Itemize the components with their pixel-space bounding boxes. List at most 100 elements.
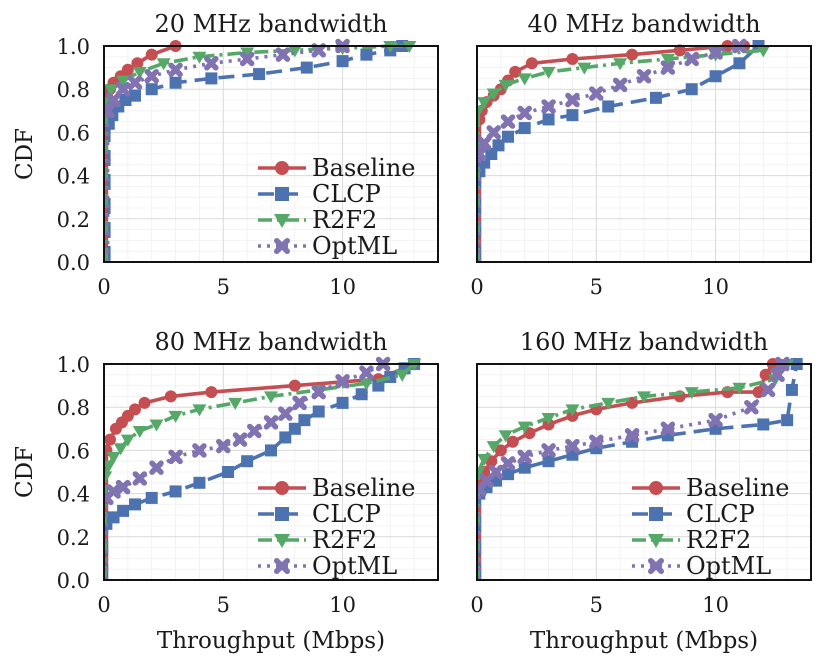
data-point-optml (477, 146, 487, 162)
data-point-r2f2 (498, 79, 513, 92)
data-point-clcp (117, 504, 130, 517)
data-point-r2f2 (477, 105, 486, 118)
series-line-baseline (477, 363, 775, 580)
data-point-baseline (288, 379, 301, 392)
x-tick-label: 0 (97, 593, 110, 617)
legend-marker (648, 558, 664, 574)
data-point-r2f2 (756, 45, 771, 58)
legend-label: OptML (312, 552, 397, 580)
data-point-optml (275, 47, 291, 62)
data-point-clcp (685, 83, 698, 96)
axes-frame (103, 45, 439, 263)
data-point-r2f2 (240, 47, 255, 60)
data-point-r2f2 (565, 404, 580, 417)
data-point-baseline (121, 63, 134, 76)
data-point-r2f2 (684, 387, 699, 400)
data-point-optml (311, 43, 326, 58)
data-point-r2f2 (104, 84, 119, 97)
legend-marker (274, 558, 290, 574)
data-point-r2f2 (149, 419, 164, 432)
data-point-r2f2 (541, 413, 556, 425)
data-point-optml (144, 68, 159, 84)
data-point-optml (204, 56, 219, 71)
data-point-baseline (494, 444, 507, 457)
data-point-optml (247, 423, 262, 439)
data-point-clcp (300, 61, 313, 74)
data-point-r2f2 (477, 97, 492, 110)
data-point-optml (684, 51, 699, 67)
data-point-clcp (355, 388, 368, 401)
data-point-optml (278, 406, 293, 421)
panel-title: 160 MHz bandwidth (520, 328, 768, 356)
data-point-baseline (626, 48, 639, 61)
data-point-r2f2 (660, 53, 675, 66)
data-point-clcp (709, 70, 722, 83)
x-tick-label: 10 (329, 275, 356, 299)
data-point-optml (612, 77, 628, 93)
data-point-optml (500, 114, 516, 129)
data-point-clcp (298, 414, 311, 427)
panel-title: 20 MHz bandwidth (154, 10, 387, 38)
data-point-clcp (542, 455, 555, 468)
data-point-optml (106, 484, 121, 499)
data-point-r2f2 (477, 467, 486, 479)
legend-label: Baseline (312, 154, 415, 182)
data-point-r2f2 (498, 430, 513, 443)
data-point-clcp (119, 94, 132, 106)
data-point-clcp (502, 130, 515, 143)
data-point-baseline (525, 57, 538, 70)
y-axis-label-top: CDF (12, 128, 38, 180)
legend-label: CLCP (312, 500, 381, 528)
legend-marker (274, 238, 290, 254)
data-point-baseline (164, 390, 177, 403)
legend-label: R2F2 (686, 526, 751, 554)
data-point-r2f2 (116, 75, 131, 88)
data-point-clcp (288, 422, 301, 435)
series-group (477, 38, 771, 262)
data-point-r2f2 (637, 391, 651, 404)
panel-4: 160 MHz bandwidth 0 5 10 BaselineCLCPR2F2Opt… (470, 328, 812, 617)
data-point-clcp (781, 414, 794, 427)
axes-frame (476, 363, 812, 581)
data-point-r2f2 (132, 425, 147, 438)
data-point-clcp (757, 418, 770, 431)
data-point-baseline (131, 57, 144, 70)
legend-marker (649, 481, 663, 495)
data-point-clcp (253, 68, 266, 81)
y-tick-label: 0.8 (57, 396, 90, 420)
legend-marker (649, 507, 663, 521)
y-tick-label: 0.8 (57, 78, 90, 102)
data-point-clcp (193, 476, 206, 489)
data-point-clcp (785, 383, 798, 396)
data-point-optml (541, 99, 556, 114)
data-point-optml (335, 374, 350, 389)
data-point-r2f2 (613, 58, 628, 71)
legend-marker (275, 161, 289, 175)
series-line-r2f2 (477, 48, 764, 262)
data-point-r2f2 (192, 404, 207, 417)
data-point-clcp (518, 461, 531, 474)
data-point-optml (263, 415, 279, 430)
y-tick-label: 0.0 (57, 251, 90, 275)
legend-marker (274, 214, 290, 228)
data-point-optml (589, 434, 604, 450)
data-point-clcp (542, 113, 555, 126)
data-point-r2f2 (192, 51, 207, 64)
data-point-optml (486, 125, 501, 140)
series-group (104, 38, 417, 262)
panel-title: 80 MHz bandwidth (154, 328, 387, 356)
data-point-r2f2 (113, 443, 128, 456)
x-tick-label: 5 (590, 593, 603, 617)
data-point-r2f2 (486, 88, 501, 101)
data-point-clcp (336, 55, 349, 68)
data-point-clcp (145, 491, 158, 504)
legend-marker (275, 187, 289, 201)
x-tick-label: 5 (217, 593, 230, 617)
data-point-optml (624, 428, 640, 443)
x-tick-label: 10 (329, 593, 356, 617)
data-point-r2f2 (104, 471, 113, 484)
data-point-clcp (107, 511, 120, 524)
